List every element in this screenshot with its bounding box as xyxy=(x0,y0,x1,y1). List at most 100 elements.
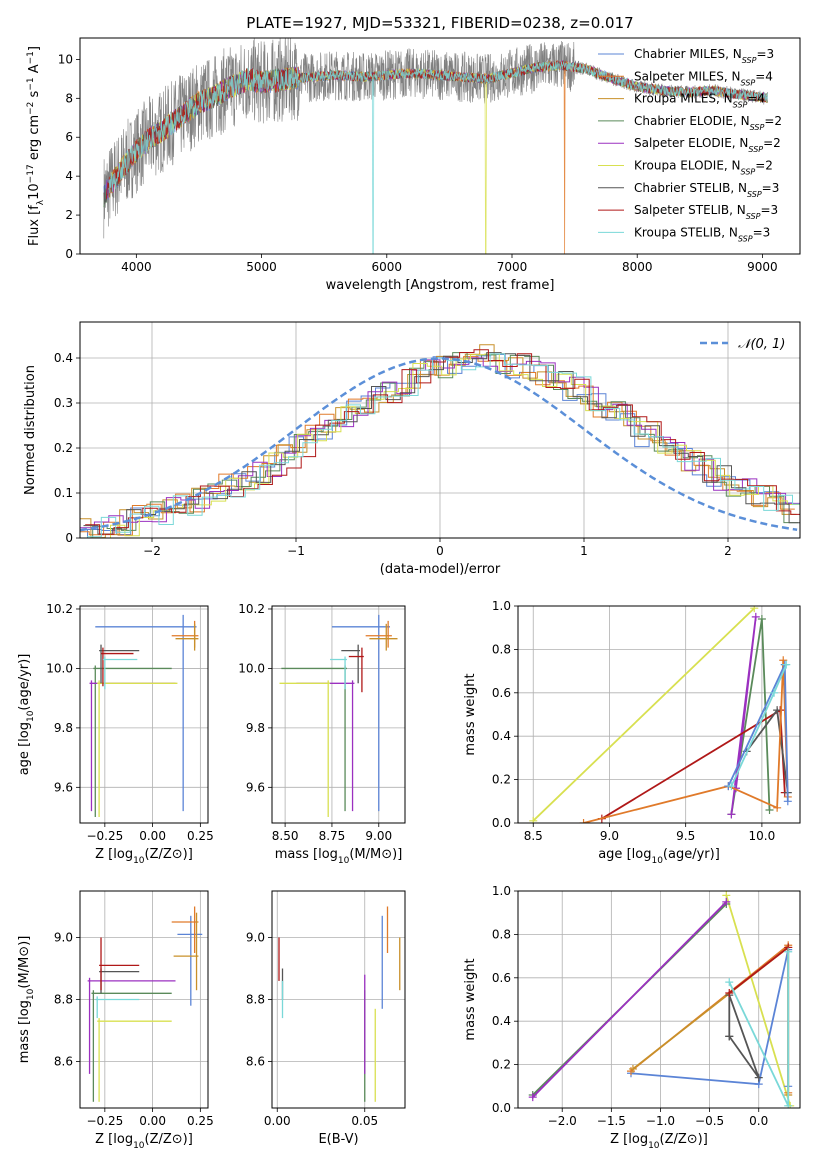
x-tick-label: 0 xyxy=(436,544,444,558)
spectrum-panel: 4000 5000 6000 7000 8000 9000 0 2 4 6 8 10 wavelengt… xyxy=(26,37,801,293)
weight-marker xyxy=(779,656,788,665)
model-spectrum-line xyxy=(108,61,768,254)
axes-frame xyxy=(271,605,406,824)
axes-frame xyxy=(79,605,209,824)
x-tick-label: 9.5 xyxy=(676,829,695,843)
legend-entry: Chabrier MILES, NSSP=3 xyxy=(634,47,774,65)
y-tick-label: 8.8 xyxy=(54,993,73,1007)
model-spectrum-line xyxy=(103,60,768,205)
x-tick-label: −1.5 xyxy=(597,1114,626,1128)
x-tick-label: 6000 xyxy=(372,260,403,274)
weight-marker xyxy=(782,660,791,669)
weight-series-line xyxy=(601,708,786,820)
y-tick-label: 10 xyxy=(58,52,73,66)
data-point xyxy=(97,1018,172,1102)
histogram-step xyxy=(80,356,795,536)
data-point xyxy=(177,915,203,1006)
legend-entry: Salpeter MILES, NSSP=4 xyxy=(634,69,773,87)
data-point xyxy=(89,680,176,812)
weight-marker xyxy=(727,810,736,819)
legend-entry: Salpeter ELODIE, NSSP=2 xyxy=(634,136,781,154)
plot-area xyxy=(87,906,203,1102)
y-tick-label: 0.2 xyxy=(492,773,511,787)
weight-marker xyxy=(784,1101,793,1108)
y-tick-label: 1.0 xyxy=(492,599,511,613)
x-tick-label: 9.0 xyxy=(600,829,619,843)
x-tick-label: 4000 xyxy=(121,260,152,274)
weight-marker xyxy=(725,988,734,997)
x-tick-label: 0.25 xyxy=(187,1114,214,1128)
x-tick-label: −1 xyxy=(287,544,305,558)
y-tick-label: 0.3 xyxy=(54,396,73,410)
weight-marker xyxy=(784,947,793,956)
data-point xyxy=(87,977,176,1074)
y-axis-label: Normed distribution xyxy=(23,365,38,495)
legend-entry: Chabrier STELIB, NSSP=3 xyxy=(634,181,779,199)
y-tick-label: 8.6 xyxy=(246,1055,265,1069)
y-tick-label: 0.2 xyxy=(492,1058,511,1072)
y-tick-label: 0.6 xyxy=(492,971,511,985)
axes-frame xyxy=(517,605,801,824)
metallicity-vs-age-panel: −0.25 0.00 0.25 9.6 9.8 10.0 10.2 Z [log10(Z/Z⊙… xyxy=(17,602,214,866)
x-axis-label: Z [log10(Z/Z⊙)] xyxy=(610,1132,708,1151)
x-tick-label: 7000 xyxy=(497,260,528,274)
weight-marker xyxy=(765,805,774,814)
y-tick-label: 9.0 xyxy=(246,931,265,945)
y-tick-label: 0.4 xyxy=(492,729,511,743)
y-axis-label: age [log10(age/yr)] xyxy=(17,654,36,776)
data-point xyxy=(296,680,355,812)
y-tick-label: 8.8 xyxy=(246,993,265,1007)
data-point xyxy=(95,614,197,812)
figure-title: PLATE=1927, MJD=53321, FIBERID=0238, z=0… xyxy=(246,14,633,32)
weight-marker xyxy=(725,978,734,987)
weight-marker xyxy=(529,816,538,823)
x-tick-label: 5000 xyxy=(246,260,277,274)
y-tick-label: 9.8 xyxy=(54,721,73,735)
x-tick-label: −0.25 xyxy=(86,1114,123,1128)
y-tick-label: 0 xyxy=(65,531,73,545)
plot-area xyxy=(89,614,199,818)
y-tick-label: 10.2 xyxy=(238,602,265,616)
y-tick-label: 0.2 xyxy=(54,441,73,455)
y-axis-label: mass weight xyxy=(463,673,478,755)
data-point xyxy=(97,680,178,818)
data-point xyxy=(341,644,361,684)
x-tick-label: 9000 xyxy=(747,260,778,274)
plot-area xyxy=(528,891,795,1108)
x-tick-label: 8000 xyxy=(622,260,653,274)
legend-entry: Salpeter STELIB, NSSP=3 xyxy=(634,203,778,221)
data-point xyxy=(95,996,140,1019)
x-axis-label: mass [log10(M/M⊙)] xyxy=(275,847,403,866)
x-tick-label: 0.25 xyxy=(187,829,214,843)
x-tick-label: −1.0 xyxy=(646,1114,675,1128)
x-tick-label: −0.25 xyxy=(86,829,123,843)
y-tick-label: 0.4 xyxy=(54,351,73,365)
plot-area xyxy=(80,344,800,538)
weight-marker xyxy=(773,803,782,812)
weight-marker xyxy=(628,1064,637,1073)
histogram-step xyxy=(80,354,794,538)
axes-frame xyxy=(271,890,406,1109)
x-tick-label: 0.00 xyxy=(139,829,166,843)
y-tick-label: 10.0 xyxy=(46,661,73,675)
weight-series-line xyxy=(725,895,792,1107)
legend-entry: Kroupa MILES, NSSP=4 xyxy=(634,92,765,110)
data-point xyxy=(369,623,398,651)
data-point xyxy=(175,623,199,651)
data-point xyxy=(102,656,138,690)
x-axis-label: wavelength [Angstrom, rest frame] xyxy=(326,278,555,293)
y-tick-label: 0.8 xyxy=(492,642,511,656)
y-tick-label: 9.0 xyxy=(54,931,73,945)
y-tick-label: 6 xyxy=(65,130,73,144)
y-tick-label: 0 xyxy=(65,247,73,261)
x-axis-label: E(B-V) xyxy=(318,1132,358,1147)
y-tick-label: 10.2 xyxy=(46,602,73,616)
y-tick-label: 8.6 xyxy=(54,1055,73,1069)
plot-area xyxy=(529,606,792,823)
x-axis-label: (data-model)/error xyxy=(380,562,501,577)
weight-series-line xyxy=(728,994,760,1079)
y-axis-label: mass weight xyxy=(463,958,478,1040)
weight-series-line xyxy=(730,616,757,815)
y-tick-label: 4 xyxy=(65,169,73,183)
x-tick-label: 10.0 xyxy=(749,829,776,843)
